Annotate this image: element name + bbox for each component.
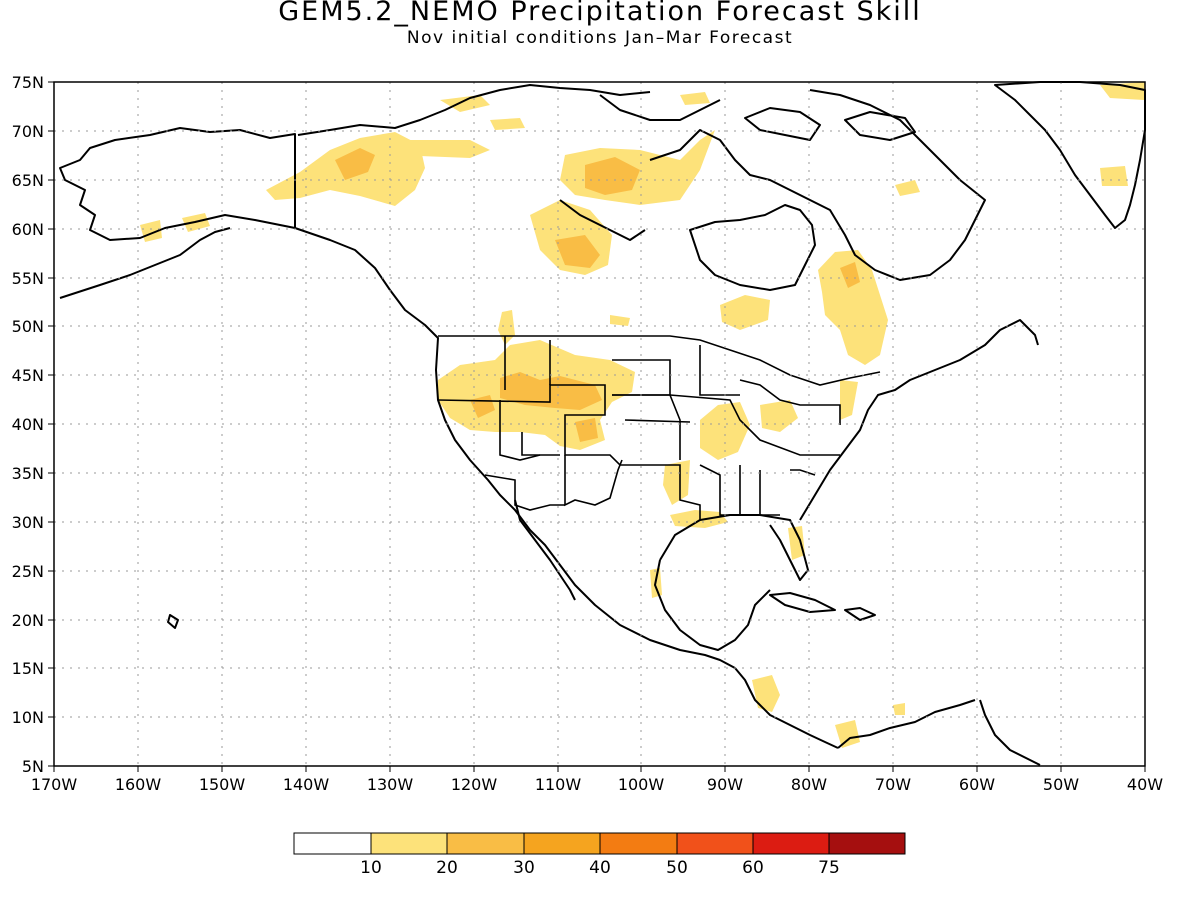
map-title: GEM5.2_NEMO Precipitation Forecast Skill [278,0,922,27]
colorbar-segment [828,832,906,855]
lat-label: 5N [22,757,44,776]
skill-shading [140,82,1145,748]
lon-label: 150W [199,775,246,794]
lat-label: 45N [12,366,44,385]
lon-label: 170W [31,775,78,794]
lon-label: 90W [707,775,743,794]
lat-label: 65N [12,171,44,190]
lat-label: 75N [12,73,44,92]
colorbar-label: 50 [666,858,688,878]
colorbar-label: 20 [436,858,458,878]
gridlines [54,82,1145,766]
colorbar-label: 40 [589,858,611,878]
lat-label: 35N [12,464,44,483]
lat-label: 55N [12,269,44,288]
colorbar-label: 30 [513,858,535,878]
colorbar-segment [599,832,678,855]
colorbar-segment [370,832,448,855]
political-boundaries [437,335,881,520]
latitude-axis: 75N 70N 65N 60N 55N 50N 45N 40N 35N 30N … [12,73,44,776]
lon-label: 110W [535,775,582,794]
lon-label: 120W [451,775,498,794]
colorbar-segment [446,832,525,855]
lon-label: 140W [283,775,330,794]
lon-label: 80W [791,775,827,794]
lat-label: 25N [12,562,44,581]
lon-label: 70W [875,775,911,794]
lat-label: 10N [12,708,44,727]
lon-label: 130W [367,775,414,794]
longitude-axis: 170W 160W 150W 140W 130W 120W 110W 100W … [31,775,1163,794]
lat-label: 20N [12,611,44,630]
lon-label: 160W [115,775,162,794]
colorbar-segment [752,832,830,855]
tick-marks [48,81,1146,772]
colorbar-label: 75 [818,858,840,878]
colorbar: 10 20 30 40 50 60 75 [293,832,906,878]
lon-label: 100W [618,775,665,794]
lat-label: 15N [12,659,44,678]
colorbar-segment [676,832,754,855]
lat-label: 60N [12,220,44,239]
lat-label: 70N [12,122,44,141]
lat-label: 30N [12,513,44,532]
lon-label: 60W [959,775,995,794]
coastlines [59,81,1146,766]
colorbar-label: 60 [742,858,764,878]
colorbar-segment [523,832,601,855]
lat-label: 40N [12,415,44,434]
lon-label: 40W [1127,775,1163,794]
lat-label: 50N [12,317,44,336]
colorbar-segment [293,832,372,855]
colorbar-label: 10 [360,858,382,878]
lon-label: 50W [1043,775,1079,794]
map-subtitle: Nov initial conditions Jan–Mar Forecast [406,28,794,48]
